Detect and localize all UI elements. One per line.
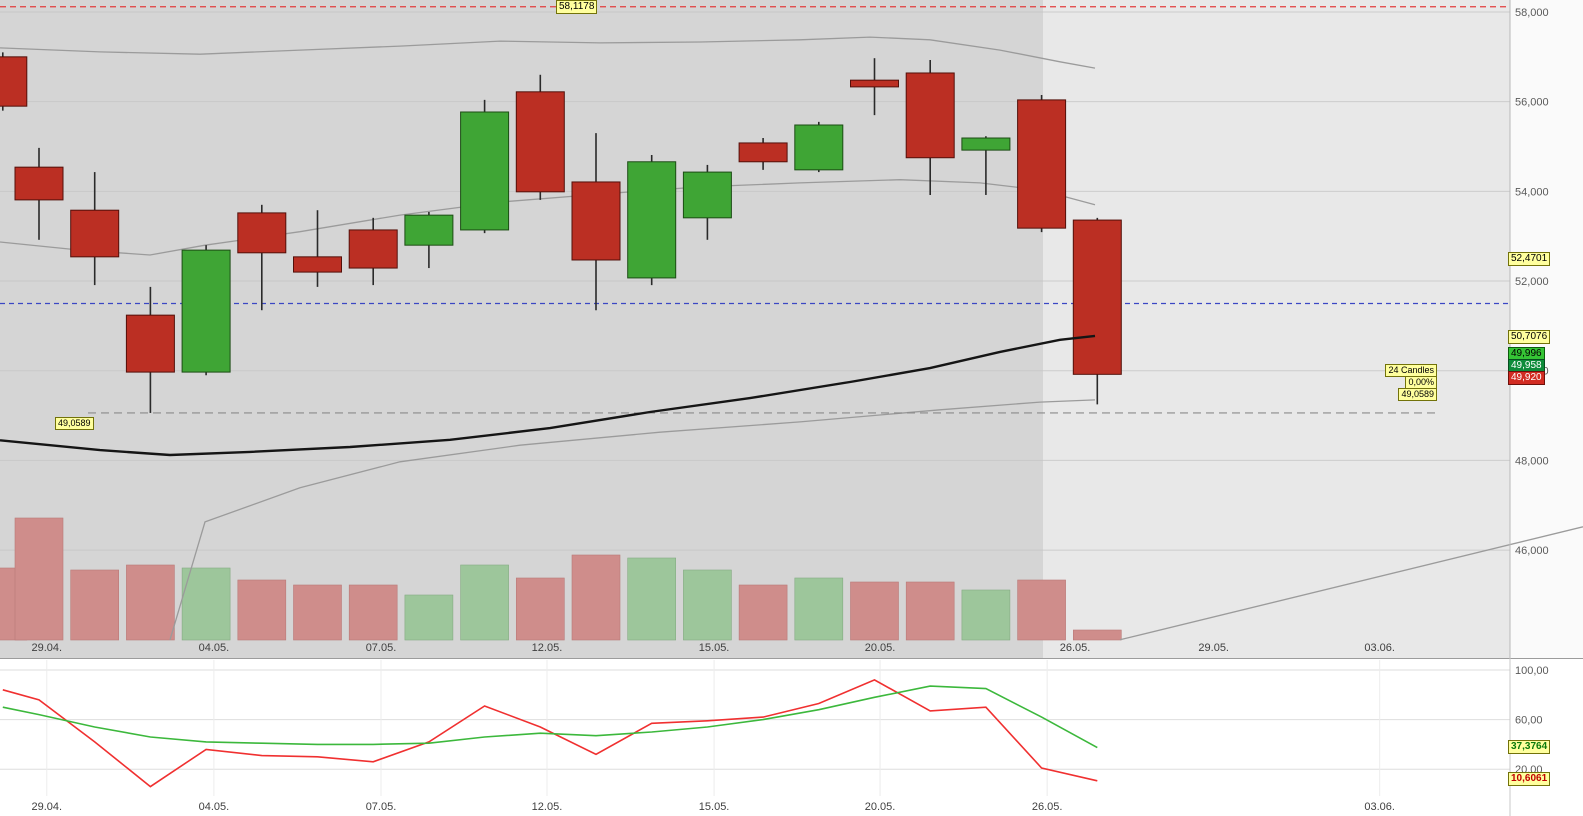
candle[interactable] <box>682 164 732 240</box>
date-axis-label: 26.05. <box>1060 642 1091 654</box>
osc-date-label: 07.05. <box>366 801 397 813</box>
oscillator-slow-line <box>2 685 1098 749</box>
candle[interactable] <box>125 286 175 413</box>
date-axis-label: 15.05. <box>699 642 730 654</box>
oscillator-fast-line <box>2 679 1098 788</box>
price-axis-label: 48,000 <box>1515 455 1549 467</box>
band-lower-line <box>169 399 1096 640</box>
candle[interactable] <box>794 121 844 173</box>
date-axis-label: 03.06. <box>1364 642 1395 654</box>
osc-date-label: 20.05. <box>865 801 896 813</box>
candle[interactable] <box>181 245 231 376</box>
volume-bar <box>460 564 509 641</box>
volume-bar <box>961 589 1011 641</box>
volume-bar <box>571 554 621 641</box>
resistance-level-label[interactable]: 58,1178 <box>556 0 598 14</box>
candle[interactable] <box>627 155 677 286</box>
oscillator-fast-value-label: 10,6061 <box>1508 772 1551 786</box>
osc-date-label: 03.06. <box>1364 801 1395 813</box>
price-chart-panel: 58,00056,00054,00052,00050,00048,00046,0… <box>0 0 1583 658</box>
volume-bar <box>794 577 844 641</box>
volume-bar <box>70 569 119 641</box>
volume-bar <box>1073 629 1122 641</box>
volume-bar <box>1017 579 1066 641</box>
volume-bar <box>237 579 287 641</box>
volume-bar <box>738 584 788 641</box>
candle[interactable] <box>70 172 120 286</box>
candle[interactable] <box>850 58 899 116</box>
volume-bar <box>627 557 677 641</box>
candle[interactable] <box>571 133 621 311</box>
band-upper-line <box>0 36 1096 69</box>
volume-bar <box>181 567 231 641</box>
candle[interactable] <box>14 147 64 240</box>
osc-axis-label: 100,00 <box>1515 665 1549 677</box>
candle[interactable] <box>293 210 342 287</box>
osc-date-label: 12.05. <box>532 801 563 813</box>
price-axis-bg[interactable] <box>1510 0 1583 658</box>
moving-average-value-label: 50,7076 <box>1508 330 1551 344</box>
volume-bar <box>905 581 955 641</box>
volume-bar <box>683 569 732 641</box>
price-axis-label: 56,000 <box>1515 97 1549 109</box>
osc-date-label: 29.04. <box>32 801 63 813</box>
price-axis-label: 52,000 <box>1515 276 1549 288</box>
date-axis-label: 07.05. <box>366 642 397 654</box>
price-axis-label: 58,000 <box>1515 7 1549 19</box>
volume-bar <box>850 581 899 641</box>
candle[interactable] <box>0 52 28 111</box>
volume-bar <box>404 594 454 641</box>
date-axis-label: 20.05. <box>865 642 896 654</box>
osc-axis-label: 60,00 <box>1515 715 1543 727</box>
candle[interactable] <box>460 99 510 234</box>
candle[interactable] <box>515 74 565 200</box>
osc-date-label: 15.05. <box>699 801 730 813</box>
price-chart-canvas[interactable]: 58,00056,00054,00052,00050,00048,00046,0… <box>0 0 1583 658</box>
last-price-label: 49,920 <box>1508 371 1545 385</box>
oscillator-slow-value-label: 37,3764 <box>1508 740 1551 754</box>
candle[interactable] <box>961 136 1011 195</box>
osc-date-label: 26.05. <box>1032 801 1063 813</box>
upper-value-label: 52,4701 <box>1508 252 1551 266</box>
support-level-label-right[interactable]: 49,0589 <box>1398 388 1437 401</box>
right-diag-line <box>1119 526 1583 641</box>
osc-date-label: 04.05. <box>199 801 230 813</box>
price-axis-label: 46,000 <box>1515 545 1549 557</box>
volume-bar <box>515 577 565 641</box>
moving-average-line <box>0 334 1096 457</box>
candle[interactable] <box>738 138 788 170</box>
date-axis-label: 29.05. <box>1198 642 1229 654</box>
candle[interactable] <box>1072 217 1122 405</box>
volume-bar <box>348 584 398 641</box>
volume-bar <box>14 517 64 641</box>
support-level-label-left[interactable]: 49,0589 <box>55 417 94 430</box>
band-middle-line <box>0 179 1096 256</box>
candle[interactable] <box>404 212 454 269</box>
candle[interactable] <box>905 59 955 195</box>
candle[interactable] <box>1017 94 1067 233</box>
date-axis-label: 12.05. <box>532 642 563 654</box>
oscillator-bg <box>0 658 1583 816</box>
candle[interactable] <box>237 204 287 311</box>
date-axis-label: 29.04. <box>32 642 63 654</box>
volume-bar <box>293 584 342 641</box>
date-axis-label: 04.05. <box>199 642 230 654</box>
volume-bar <box>126 564 175 641</box>
candle[interactable] <box>348 217 398 286</box>
oscillator-panel: 100,00 60,00 20,00 29.04. 04.05. 07.05. 12.05.… <box>0 658 1583 816</box>
price-axis-label: 54,000 <box>1515 186 1549 198</box>
